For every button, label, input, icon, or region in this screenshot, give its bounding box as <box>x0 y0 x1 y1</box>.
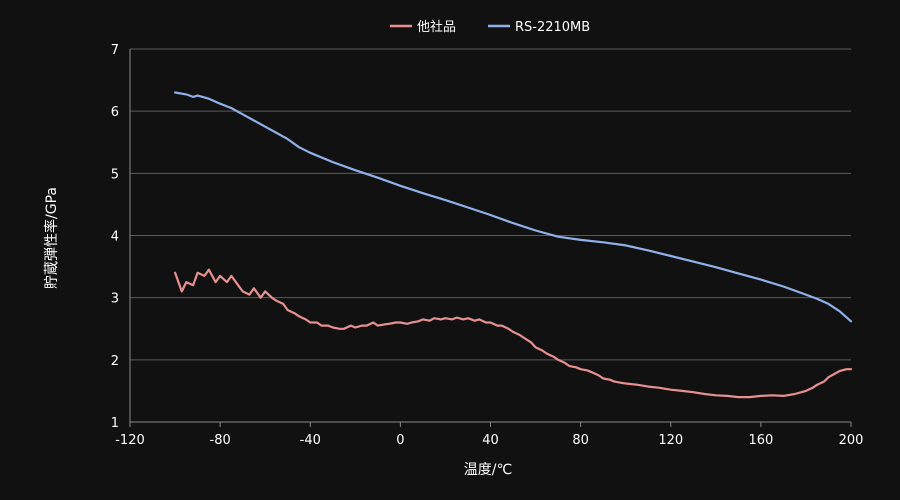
y-tick-label: 7 <box>111 43 119 58</box>
x-tick-label: -80 <box>210 433 231 448</box>
y-tick-label: 3 <box>111 292 119 307</box>
x-tick-label: 0 <box>396 433 404 448</box>
y-tick-label: 2 <box>111 354 119 369</box>
x-axis-tick-labels: -120 -80 -40 0 40 80 120 160 200 <box>115 433 863 448</box>
horizontal-gridlines <box>130 48 851 423</box>
y-axis-title: 貯蔵弾性率/GPa <box>43 187 60 289</box>
x-axis-title: 温度/℃ <box>464 462 512 478</box>
legend: 他社品 RS-2210MB <box>390 19 590 35</box>
y-tick-label: 4 <box>111 230 119 245</box>
x-tick-label: 160 <box>748 433 773 448</box>
x-tick-label: -120 <box>115 433 145 448</box>
x-tick-label: 200 <box>839 433 864 448</box>
y-axis-tick-labels: 1 2 3 4 5 6 7 <box>111 43 119 431</box>
x-tick-label: -40 <box>300 433 321 448</box>
series-line-1 <box>174 91 853 323</box>
chart-axes <box>129 49 852 427</box>
x-tick-label: 80 <box>572 433 589 448</box>
legend-label-0: 他社品 <box>417 19 456 35</box>
x-tick-label: 120 <box>658 433 683 448</box>
y-tick-label: 5 <box>111 167 119 182</box>
legend-label-1: RS-2210MB <box>515 20 590 35</box>
y-tick-label: 6 <box>111 105 119 120</box>
series-line-0 <box>174 268 853 399</box>
y-tick-label: 1 <box>111 416 119 431</box>
series-lines <box>174 91 853 399</box>
x-tick-label: 40 <box>482 433 499 448</box>
